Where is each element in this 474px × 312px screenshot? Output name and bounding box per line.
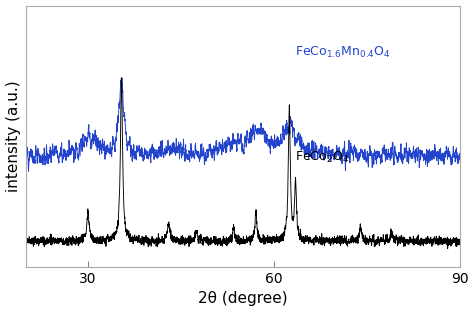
Y-axis label: intensity (a.u.): intensity (a.u.)	[6, 80, 20, 192]
Text: FeCo$_{1.6}$Mn$_{0.4}$O$_4$: FeCo$_{1.6}$Mn$_{0.4}$O$_4$	[295, 45, 391, 60]
X-axis label: 2θ (degree): 2θ (degree)	[198, 291, 288, 306]
Text: FeCo$_2$O$_4$: FeCo$_2$O$_4$	[295, 150, 349, 165]
